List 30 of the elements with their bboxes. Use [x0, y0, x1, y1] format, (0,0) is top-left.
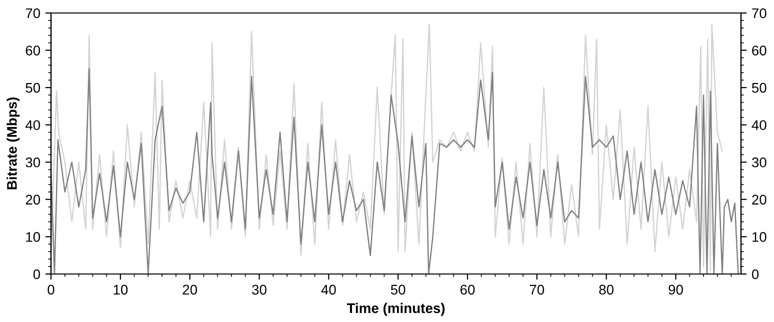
x-tick-label: 40	[321, 284, 336, 295]
y2-tick-label: 40	[752, 120, 766, 130]
y-tick-label: 20	[26, 194, 40, 205]
y2-tick-label: 10	[752, 232, 766, 242]
x-tick-label: 70	[530, 284, 544, 295]
y-tick-label: 40	[25, 120, 40, 130]
y2-tick-label: 60	[752, 46, 766, 56]
y-tick-label: 30	[26, 157, 40, 168]
x-tick-label: 20	[182, 284, 198, 295]
y-axis-title: Bitrate (Mbps)	[6, 98, 20, 190]
x-tick-label: 0	[48, 284, 54, 295]
y2-tick-label: 30	[752, 157, 766, 168]
x-tick-label: 80	[599, 284, 614, 295]
x-axis-title: Time (minutes)	[346, 302, 445, 316]
x-tick-label: 30	[252, 284, 266, 295]
x-tick-label: 50	[390, 284, 406, 295]
y2-tick-label: 70	[752, 8, 766, 18]
line-series	[51, 68, 739, 274]
x-tick-label: 10	[114, 284, 128, 295]
x-tick-label: 90	[668, 284, 683, 295]
y-tick-label: 50	[26, 82, 40, 93]
y-tick-label: 70	[26, 8, 40, 18]
y-tick-label: 60	[26, 46, 40, 56]
y2-tick-label: 0	[752, 269, 759, 280]
line-series	[51, 24, 723, 271]
y2-tick-label: 50	[752, 82, 766, 93]
y2-tick-label: 20	[752, 194, 766, 205]
x-tick-label: 60	[460, 284, 475, 295]
y-tick-label: 10	[26, 232, 40, 242]
y-tick-label: 0	[33, 269, 40, 280]
